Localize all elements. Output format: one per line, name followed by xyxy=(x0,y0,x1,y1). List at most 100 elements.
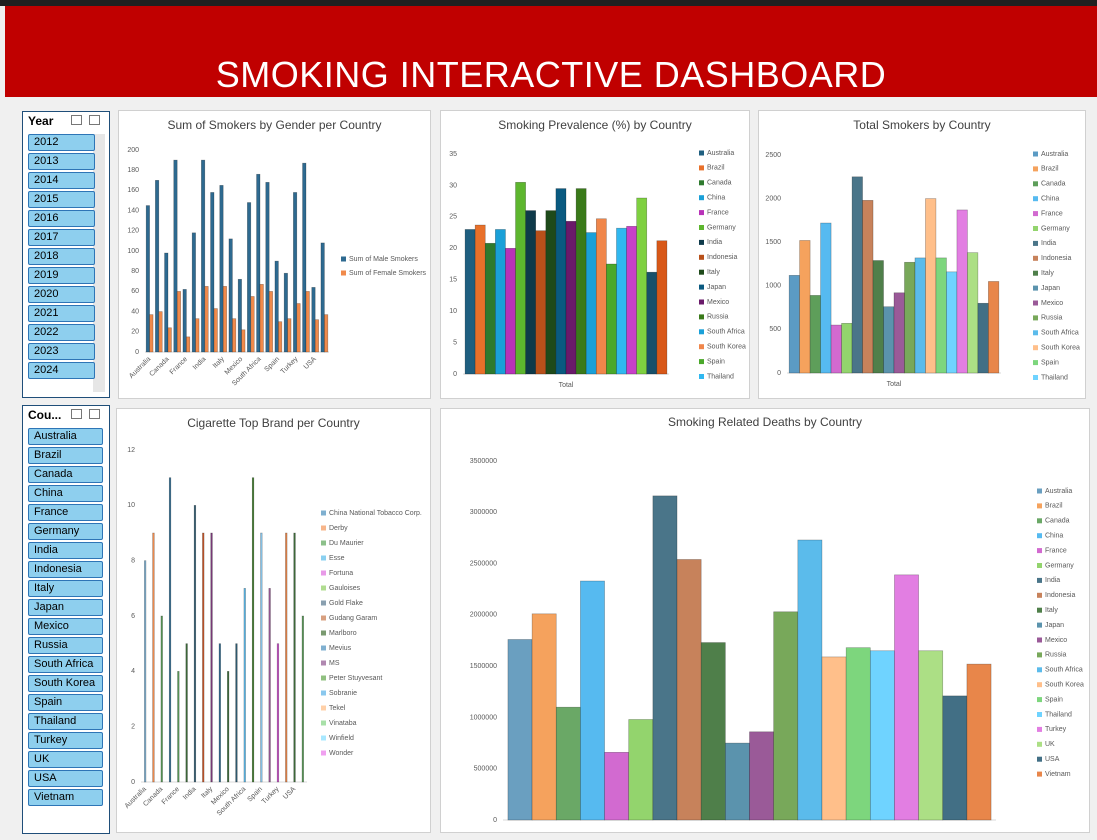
slicer-item[interactable]: China xyxy=(28,485,103,502)
bar xyxy=(925,198,937,374)
legend-swatch xyxy=(1033,226,1038,231)
legend-swatch xyxy=(341,270,346,276)
slicer-item[interactable]: France xyxy=(28,504,103,521)
legend-label: Russia xyxy=(707,314,729,321)
slicer-item[interactable]: South Korea xyxy=(28,675,103,692)
legend-swatch xyxy=(321,540,326,546)
slicer-item[interactable]: Australia xyxy=(28,428,103,445)
chart: Smoking Prevalence (%) by Country 0 5 10 15 2… xyxy=(449,118,746,389)
bar xyxy=(145,205,150,353)
bar xyxy=(851,176,863,374)
slicer-item[interactable]: Canada xyxy=(28,466,103,483)
x-tick-label: Canada xyxy=(148,356,170,378)
chart-panel: Cigarette Top Brand per Country 0 2 4 6 8 10 12… xyxy=(116,408,431,833)
legend-swatch xyxy=(699,165,704,171)
slicer-item[interactable]: South Africa xyxy=(28,656,103,673)
bar xyxy=(893,292,905,374)
y-tick-label: 12 xyxy=(127,447,135,454)
bar xyxy=(914,257,926,374)
bar xyxy=(185,643,188,783)
slicer-item[interactable]: 2014 xyxy=(28,172,95,189)
slicer-item[interactable]: UK xyxy=(28,751,103,768)
legend-label: France xyxy=(1041,210,1063,217)
legend-swatch xyxy=(699,359,704,365)
legend-swatch xyxy=(1037,577,1042,583)
slicer-item[interactable]: USA xyxy=(28,770,103,787)
bar xyxy=(285,532,288,783)
legend-swatch xyxy=(1033,285,1038,291)
legend-swatch xyxy=(699,344,704,350)
legend-label: Sobranie xyxy=(329,690,357,697)
chart: Sum of Smokers by Gender per Country 0 20 4… xyxy=(127,118,426,387)
legend-swatch xyxy=(321,585,326,591)
bar xyxy=(797,539,823,821)
bar xyxy=(176,291,181,353)
slicer-item[interactable]: 2015 xyxy=(28,191,95,208)
slicer-item[interactable]: Italy xyxy=(28,580,103,597)
chart-title: Cigarette Top Brand per Country xyxy=(187,416,360,430)
slicer-item[interactable]: India xyxy=(28,542,103,559)
slicer-item[interactable]: Indonesia xyxy=(28,561,103,578)
slicer-item[interactable]: 2012 xyxy=(28,134,95,151)
slicer-item[interactable]: 2019 xyxy=(28,267,95,284)
slicer-item[interactable]: Japan xyxy=(28,599,103,616)
legend-label: Germany xyxy=(1041,225,1070,232)
slicer-item[interactable]: 2024 xyxy=(28,362,95,379)
legend-swatch xyxy=(1033,240,1038,246)
bar xyxy=(191,232,196,353)
legend-label: Russia xyxy=(1045,652,1067,659)
slicer-item[interactable]: Thailand xyxy=(28,713,103,730)
slicer-item[interactable]: Vietnam xyxy=(28,789,103,806)
clear-filter-icon[interactable] xyxy=(89,409,100,419)
slicer-item[interactable]: 2017 xyxy=(28,229,95,246)
slicer-item[interactable]: 2018 xyxy=(28,248,95,265)
slicer-item[interactable]: 2016 xyxy=(28,210,95,227)
legend-swatch xyxy=(1033,360,1038,366)
slicer-item[interactable]: Mexico xyxy=(28,618,103,635)
bar xyxy=(725,742,750,821)
legend-swatch xyxy=(321,510,326,516)
bar xyxy=(956,209,968,374)
x-tick-label: Total xyxy=(559,382,574,389)
y-tick-label: 1500 xyxy=(765,239,781,246)
slicer-item[interactable]: Russia xyxy=(28,637,103,654)
legend-label: South Korea xyxy=(1045,682,1084,689)
bar xyxy=(942,695,968,821)
bar xyxy=(167,327,172,353)
banner: SMOKING INTERACTIVE DASHBOARD xyxy=(5,6,1097,97)
bar xyxy=(595,218,607,375)
legend-label: Canada xyxy=(707,180,732,187)
legend-swatch xyxy=(1037,771,1042,777)
legend-swatch xyxy=(699,314,704,320)
slicer-item[interactable]: Germany xyxy=(28,523,103,540)
slicer-item[interactable]: 2020 xyxy=(28,286,95,303)
legend-label: Brazil xyxy=(707,165,725,172)
bar xyxy=(268,588,271,783)
slicer-item[interactable]: Turkey xyxy=(28,732,103,749)
multi-select-icon[interactable] xyxy=(71,115,82,125)
clear-filter-icon[interactable] xyxy=(89,115,100,125)
legend-swatch xyxy=(321,735,326,741)
legend-label: Japan xyxy=(1045,622,1064,629)
legend-swatch xyxy=(1033,151,1038,157)
legend-label: Germany xyxy=(707,224,736,231)
y-tick-label: 60 xyxy=(131,288,139,295)
slicer-item[interactable]: Spain xyxy=(28,694,103,711)
bar xyxy=(525,210,537,375)
slicer-item[interactable]: 2022 xyxy=(28,324,95,341)
chart-panel: Sum of Smokers by Gender per Country 0 20 4… xyxy=(118,110,431,399)
bar xyxy=(894,574,919,821)
slicer-item[interactable]: 2021 xyxy=(28,305,95,322)
slicer-item[interactable]: 2023 xyxy=(28,343,95,360)
legend-swatch xyxy=(321,720,326,726)
legend-swatch xyxy=(1033,375,1038,380)
scrollbar[interactable] xyxy=(93,134,105,392)
y-tick-label: 3500000 xyxy=(470,458,497,465)
multi-select-icon[interactable] xyxy=(71,409,82,419)
slicer-item[interactable]: Brazil xyxy=(28,447,103,464)
bar xyxy=(293,532,296,783)
slicer-item[interactable]: 2013 xyxy=(28,153,95,170)
y-tick-label: 0 xyxy=(493,817,497,824)
legend-swatch xyxy=(341,256,346,262)
